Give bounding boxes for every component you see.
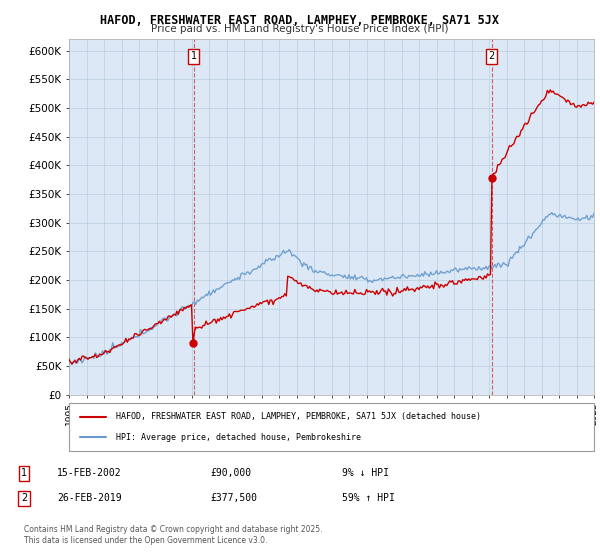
Text: 2: 2 xyxy=(21,493,27,503)
Text: 26-FEB-2019: 26-FEB-2019 xyxy=(57,493,122,503)
Text: HAFOD, FRESHWATER EAST ROAD, LAMPHEY, PEMBROKE, SA71 5JX (detached house): HAFOD, FRESHWATER EAST ROAD, LAMPHEY, PE… xyxy=(116,412,481,421)
Text: 2: 2 xyxy=(488,52,495,62)
Text: HPI: Average price, detached house, Pembrokeshire: HPI: Average price, detached house, Pemb… xyxy=(116,433,361,442)
Text: Price paid vs. HM Land Registry's House Price Index (HPI): Price paid vs. HM Land Registry's House … xyxy=(151,24,449,34)
Text: £90,000: £90,000 xyxy=(210,468,251,478)
Text: 1: 1 xyxy=(191,52,197,62)
Text: 9% ↓ HPI: 9% ↓ HPI xyxy=(342,468,389,478)
Text: £377,500: £377,500 xyxy=(210,493,257,503)
Text: 1: 1 xyxy=(21,468,27,478)
Text: Contains HM Land Registry data © Crown copyright and database right 2025.
This d: Contains HM Land Registry data © Crown c… xyxy=(24,525,323,545)
Text: 15-FEB-2002: 15-FEB-2002 xyxy=(57,468,122,478)
Text: 59% ↑ HPI: 59% ↑ HPI xyxy=(342,493,395,503)
Text: HAFOD, FRESHWATER EAST ROAD, LAMPHEY, PEMBROKE, SA71 5JX: HAFOD, FRESHWATER EAST ROAD, LAMPHEY, PE… xyxy=(101,14,499,27)
